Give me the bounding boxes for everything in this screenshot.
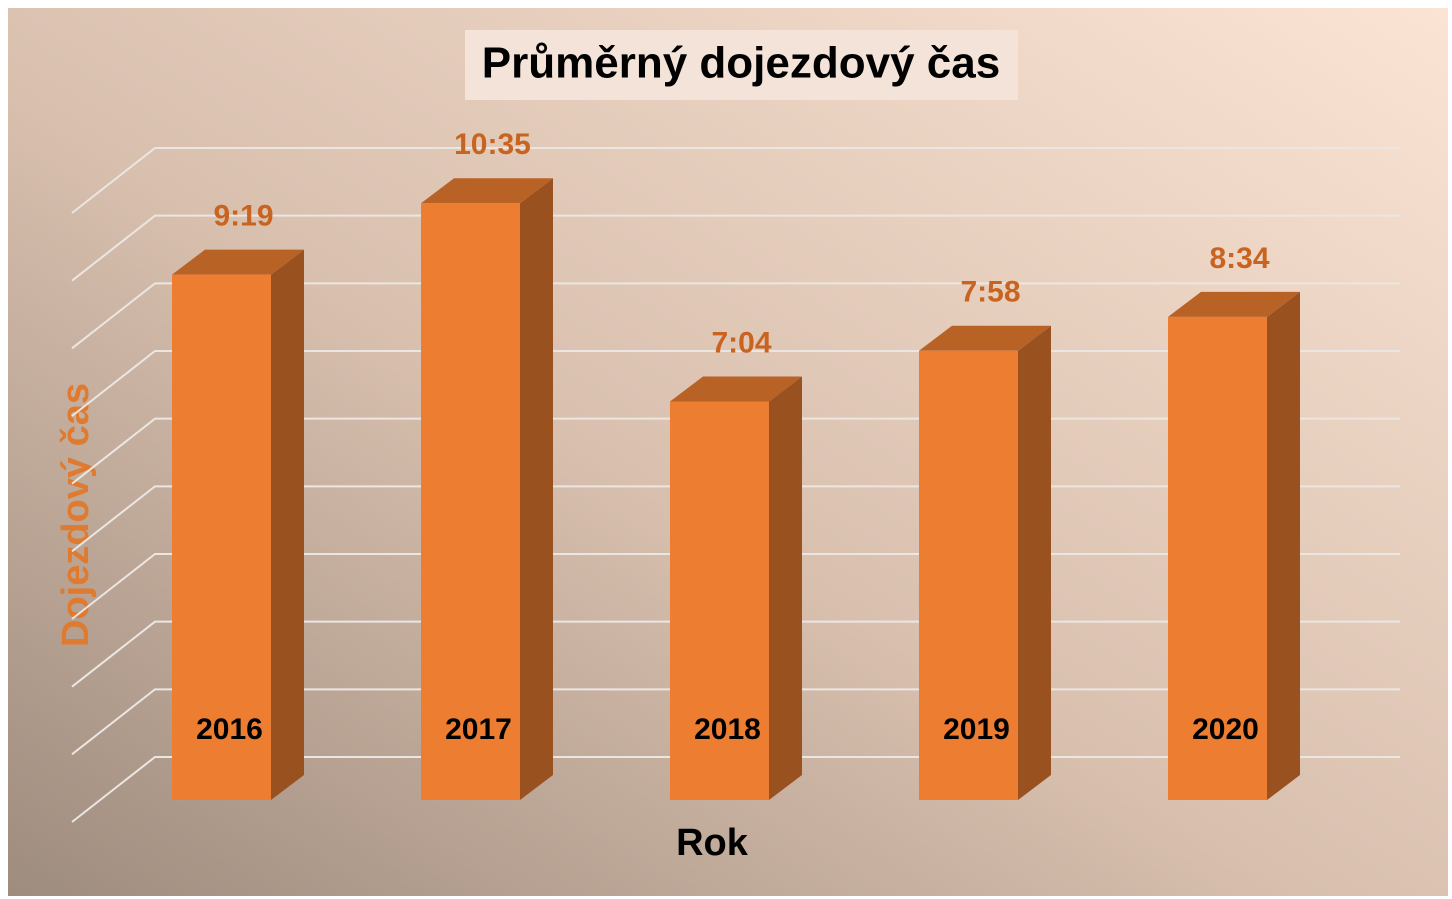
bar [670,376,802,800]
bar-side [271,249,304,800]
grid-line [71,214,1400,282]
bar-top [421,178,553,204]
x-axis-label: Rok [676,822,749,864]
bar-top [172,249,304,275]
bar-side [1018,325,1051,800]
value-label: 7:04 [711,326,771,359]
bars: 9:19 2016 10:35 2017 7:04 2018 7:58 2019 8:34 202… [172,128,1300,800]
bar-front [919,350,1018,800]
category-label: 2018 [694,713,761,746]
bar-front [670,401,769,800]
chart-title: Průměrný dojezdový čas [482,39,1000,88]
grid-line [71,147,1400,214]
bar [919,325,1051,800]
category-label: 2019 [943,713,1010,746]
bar [172,249,304,800]
bar-front [421,203,520,800]
value-label: 10:35 [454,128,531,161]
category-label: 2017 [445,713,512,746]
category-label: 2016 [196,713,263,746]
bar [1168,291,1300,800]
bar-side [1267,291,1300,800]
bar-top [1168,291,1300,317]
bar-top [670,376,802,402]
bar-front [1168,316,1267,800]
bar-side [520,178,553,800]
value-label: 8:34 [1209,242,1269,275]
y-axis-label: Dojezdový čas [55,383,97,647]
value-label: 9:19 [213,200,273,233]
value-label: 7:58 [960,276,1020,309]
bar-side [769,376,802,800]
title-box [465,30,1018,100]
bar [421,178,553,800]
bar-front [172,274,271,800]
category-label: 2020 [1192,713,1259,746]
grid-line [71,282,1400,350]
bar-top [919,325,1051,351]
